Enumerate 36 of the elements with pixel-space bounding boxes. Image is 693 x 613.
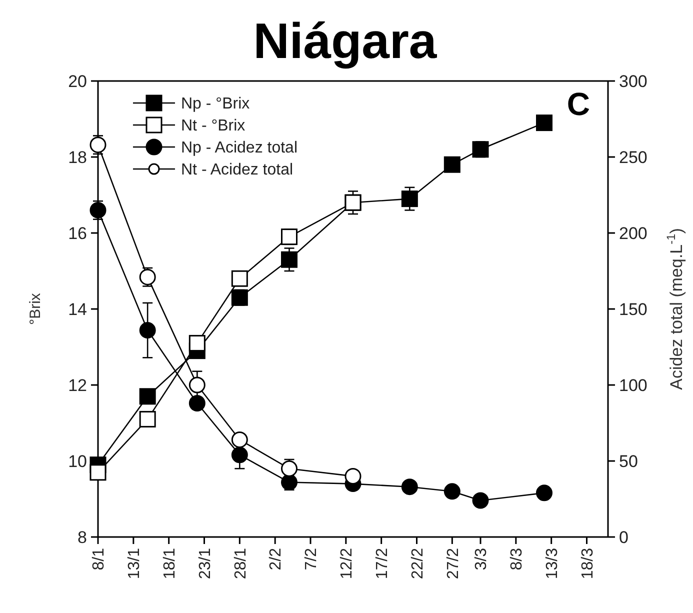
x-tick-label: 13/1: [126, 548, 144, 580]
x-tick-label: 7/2: [303, 548, 320, 570]
x-tick-label: 13/3: [544, 548, 561, 580]
y2-tick-label: 300: [619, 72, 648, 91]
y-tick-label: 8: [78, 528, 87, 547]
legend-label: Np - Acidez total: [181, 140, 298, 157]
x-tick-label: 28/1: [232, 548, 250, 580]
annotation: C: [566, 86, 590, 122]
x-tick-label: 22/2: [409, 548, 426, 580]
x-tick-label: 18/3: [579, 548, 596, 580]
legend-label: Nt - Acidez total: [181, 162, 294, 179]
chart-title: Niágara: [253, 13, 438, 69]
y-tick-label: 14: [68, 300, 87, 319]
y-tick-label: 10: [68, 452, 87, 471]
x-tick-label: 12/2: [338, 548, 356, 580]
y-tick-label: 16: [68, 224, 87, 243]
y-tick-label: 18: [68, 148, 87, 167]
x-tick-label: 17/2: [374, 548, 391, 580]
x-tick-label: 2/2: [268, 548, 285, 570]
x-tick-label: 8/3: [508, 548, 526, 570]
y2-tick-label: 50: [619, 452, 638, 471]
y2-tick-label: 200: [619, 224, 648, 243]
y-axis-title: °Brix: [27, 292, 44, 325]
x-tick-label: 18/1: [161, 548, 178, 580]
x-tick-label: 3/3: [473, 548, 490, 570]
y-tick-label: 12: [68, 376, 87, 395]
y2-tick-label: 0: [619, 528, 628, 547]
y2-tick-label: 100: [619, 376, 648, 395]
x-tick-label: 27/2: [444, 548, 462, 580]
legend-label: Nt - °Brix: [181, 118, 246, 135]
y2-tick-label: 150: [619, 300, 648, 319]
legend-label: Np - °Brix: [181, 96, 250, 113]
x-tick-label: 8/1: [90, 548, 108, 570]
y2-tick-label: 250: [619, 148, 648, 167]
y-tick-label: 20: [68, 72, 87, 91]
x-tick-label: 23/1: [196, 548, 214, 580]
